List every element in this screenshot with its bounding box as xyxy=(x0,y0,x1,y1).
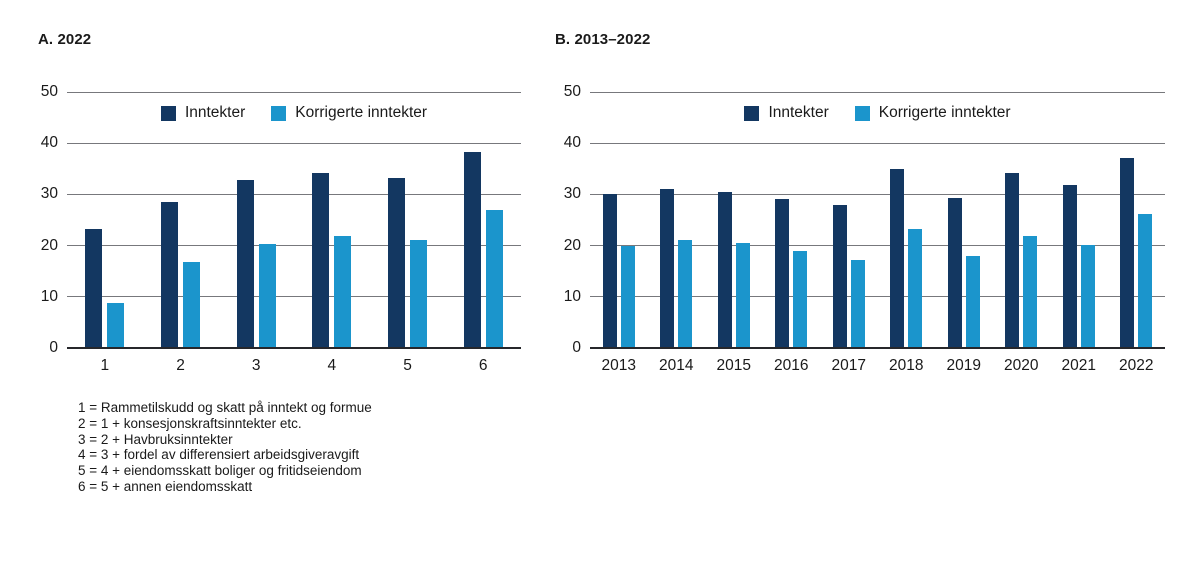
x-axis-tick-label: 2013 xyxy=(601,357,636,374)
gridline-y30 xyxy=(590,193,1165,195)
y-axis-tick-label: 40 xyxy=(40,134,58,152)
x-axis-tick-label: 2015 xyxy=(716,357,751,374)
footnote-line: 1 = Rammetilskudd og skatt på inntekt og… xyxy=(78,400,372,415)
legend-label: Inntekter xyxy=(184,104,246,121)
gridline-y50 xyxy=(67,91,521,93)
y-axis-tick-label: 20 xyxy=(563,236,581,254)
legend-swatch-icon xyxy=(160,105,176,121)
bar-korrigerte_inntekter-2015 xyxy=(735,243,750,348)
y-axis-tick-label: 10 xyxy=(563,287,581,305)
chart-b-title: B. 2013–2022 xyxy=(555,31,651,48)
bar-inntekter-2020 xyxy=(1005,172,1020,348)
legend-label: Korrigerte inntekter xyxy=(295,104,428,121)
bar-korrigerte_inntekter-2018 xyxy=(908,228,923,348)
bar-korrigerte_inntekter-1 xyxy=(107,303,125,348)
bar-inntekter-2021 xyxy=(1062,184,1077,348)
bar-korrigerte_inntekter-3 xyxy=(258,243,276,348)
gridline-y20 xyxy=(590,245,1165,247)
chart-b-plot-area: 0 10 20 30 40 50 2013 2014 2015 2016 2017 2018 2019 2… xyxy=(564,83,1165,374)
y-axis-tick-label: 50 xyxy=(563,83,581,100)
legend: Inntekter Korrigerte inntekter xyxy=(67,104,521,122)
bar-inntekter-6 xyxy=(463,151,481,348)
bar-inntekter-1 xyxy=(85,228,103,348)
bar-inntekter-2018 xyxy=(890,168,905,348)
footnote-line: 6 = 5 + annen eiendomsskatt xyxy=(78,478,253,494)
bar-inntekter-2022 xyxy=(1120,157,1135,348)
chart-a-title: A. 2022 xyxy=(38,31,92,48)
x-axis-tick-label: 2016 xyxy=(774,357,809,374)
x-axis-tick-label: 2020 xyxy=(1004,357,1039,374)
bar-korrigerte_inntekter-2017 xyxy=(850,260,865,348)
bar-korrigerte_inntekter-2020 xyxy=(1023,235,1038,348)
y-axis-tick-label: 50 xyxy=(40,83,58,100)
x-axis-tick-label: 3 xyxy=(251,357,261,374)
bar-inntekter-2 xyxy=(161,202,178,348)
y-axis-tick-label: 30 xyxy=(563,185,581,203)
bar-inntekter-3 xyxy=(236,180,254,348)
gridline-y50 xyxy=(590,91,1165,93)
x-axis-tick-label: 2018 xyxy=(889,357,924,374)
bar-korrigerte_inntekter-5 xyxy=(410,240,427,348)
x-axis-tick-label: 2014 xyxy=(659,357,694,374)
gridline-y10 xyxy=(590,296,1165,298)
footnote-line: 2 = 1 + konsesjonskraftsinntekter etc. xyxy=(78,415,302,431)
bar-inntekter-2014 xyxy=(660,189,675,348)
category-footnotes: 1 = Rammetilskudd og skatt på inntekt og… xyxy=(78,400,372,495)
bar-korrigerte_inntekter-2013 xyxy=(620,245,635,348)
bar-inntekter-2013 xyxy=(602,194,617,348)
bar-korrigerte_inntekter-2016 xyxy=(793,250,808,348)
gridline-y10 xyxy=(67,296,521,298)
legend-swatch-icon xyxy=(271,105,287,121)
bar-inntekter-4 xyxy=(312,172,330,348)
bar-korrigerte_inntekter-2 xyxy=(183,261,200,348)
bar-korrigerte_inntekter-2021 xyxy=(1080,244,1095,348)
bar-inntekter-5 xyxy=(388,178,405,348)
bar-inntekter-2019 xyxy=(947,197,962,348)
y-axis-tick-label: 30 xyxy=(40,185,58,203)
x-axis-tick-label: 2 xyxy=(176,357,185,374)
x-axis-tick-label: 6 xyxy=(478,357,488,374)
y-axis-tick-label: 10 xyxy=(40,287,58,305)
legend-item: Inntekter xyxy=(744,104,829,122)
footnote-line: 5 = 4 + eiendomsskatt boliger og fritids… xyxy=(78,463,362,479)
legend-label: Korrigerte inntekter xyxy=(878,104,1011,121)
x-axis-baseline xyxy=(590,347,1165,349)
bar-inntekter-2017 xyxy=(832,205,847,348)
bar-korrigerte_inntekter-2014 xyxy=(678,240,693,348)
bar-inntekter-2015 xyxy=(717,191,732,348)
legend-swatch-icon xyxy=(854,105,870,121)
legend-label: Inntekter xyxy=(768,104,829,121)
bar-korrigerte_inntekter-4 xyxy=(334,236,352,348)
x-axis-tick-label: 2019 xyxy=(946,357,981,374)
x-axis-baseline xyxy=(67,347,521,349)
bar-inntekter-2016 xyxy=(775,198,790,348)
gridline-y20 xyxy=(67,245,521,247)
y-axis-tick-label: 0 xyxy=(572,339,581,356)
x-axis-tick-label: 1 xyxy=(100,357,110,374)
legend-item: Korrigerte inntekter xyxy=(271,104,427,122)
x-axis-tick-label: 2021 xyxy=(1061,357,1096,374)
footnote-line: 3 = 2 + Havbruksinntekter xyxy=(78,431,233,447)
chart-a-plot-area: 0 10 20 30 40 50 1 2 3 4 5 6 Inntekter Korrigerte inn… xyxy=(41,83,521,374)
legend-swatch-icon xyxy=(744,105,760,121)
y-axis-tick-label: 40 xyxy=(563,134,581,152)
y-axis-tick-label: 20 xyxy=(40,236,58,254)
legend-item: Inntekter xyxy=(160,104,246,122)
legend: Inntekter Korrigerte inntekter xyxy=(590,104,1165,122)
gridline-y30 xyxy=(67,193,521,195)
y-axis-tick-label: 0 xyxy=(49,339,58,356)
gridline-y40 xyxy=(590,142,1165,144)
x-axis-tick-label: 4 xyxy=(327,357,337,374)
bar-korrigerte_inntekter-2019 xyxy=(965,256,980,348)
footnote-line: 4 = 3 + fordel av differensiert arbeidsg… xyxy=(78,447,360,463)
x-axis-tick-label: 5 xyxy=(403,357,412,374)
bar-korrigerte_inntekter-2022 xyxy=(1138,213,1153,348)
gridline-y40 xyxy=(67,142,521,144)
x-axis-tick-label: 2017 xyxy=(831,357,866,374)
legend-item: Korrigerte inntekter xyxy=(854,104,1011,122)
x-axis-tick-label: 2022 xyxy=(1119,357,1154,374)
bar-korrigerte_inntekter-6 xyxy=(485,209,503,348)
